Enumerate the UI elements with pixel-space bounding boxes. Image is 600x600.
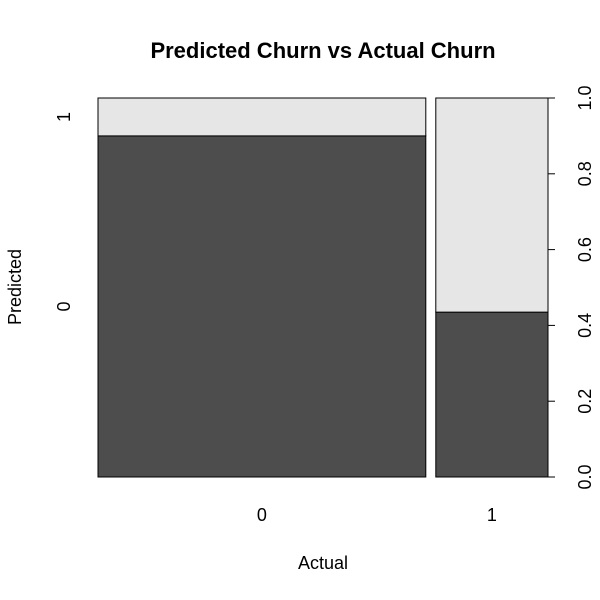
x-axis-label: Actual [298, 553, 348, 573]
bar-actual-1-predicted-1 [435, 97, 549, 313]
plot-area [97, 97, 549, 478]
y-category-label: 0 [54, 301, 74, 311]
x-tick-label: 0 [257, 505, 267, 525]
y-tick-label: 0.6 [575, 237, 595, 262]
y-tick-label: 0.2 [575, 389, 595, 414]
y-tick-label: 0.0 [575, 464, 595, 489]
y-tick-label: 0.4 [575, 313, 595, 338]
bar-actual-0-predicted-0 [97, 135, 427, 478]
y-category-label: 1 [54, 112, 74, 122]
y-tick-label: 1.0 [575, 85, 595, 110]
bar-actual-1-predicted-0 [435, 311, 549, 478]
right-axis: 0.0 0.2 0.4 0.6 0.8 1.0 [547, 85, 595, 490]
bar-actual-0-predicted-1 [97, 97, 427, 137]
y-axis-label: Predicted [5, 249, 25, 325]
y-tick-label: 0.8 [575, 161, 595, 186]
chart-title: Predicted Churn vs Actual Churn [150, 38, 495, 63]
predicted-category-labels: 01 [54, 112, 74, 312]
x-tick-label: 1 [487, 505, 497, 525]
